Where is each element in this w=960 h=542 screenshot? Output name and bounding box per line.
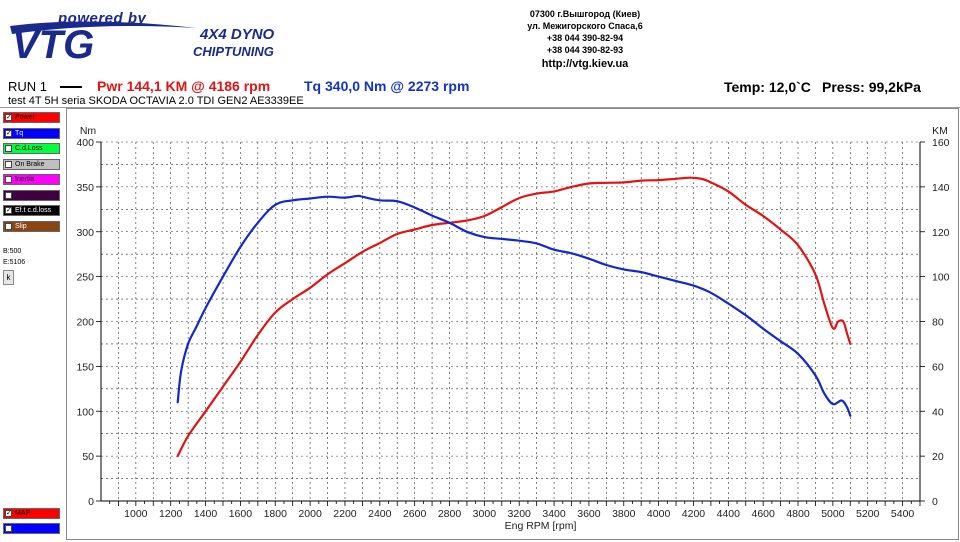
legend-item-5[interactable] [3,189,60,201]
tq-curve [176,194,852,417]
y-right-tick-label: 80 [932,317,944,329]
x-tick-label: 5000 [821,508,845,520]
y-left-tick-label: 250 [76,272,94,284]
x-tick-label: 3200 [508,508,532,520]
x-tick-label: 5400 [891,508,915,520]
legend-label: Power [15,114,35,121]
legend-label: On Brake [15,160,45,168]
chart-frame [66,108,959,540]
k-button[interactable]: k [3,270,14,285]
legend-checkbox[interactable]: ✓ [5,113,12,121]
legend-checkbox[interactable] [5,145,12,152]
y-right-tick-label: 120 [932,227,950,239]
y-left-tick-label: 200 [76,317,94,329]
end-info: E:5106 [3,259,26,266]
x-tick-label: 4200 [682,508,706,520]
phone-2: +38 044 390-82-93 [546,45,624,55]
legend-item-power[interactable]: ✓ Power [3,112,60,123]
legend-label: MAP [15,510,31,517]
x-tick-label: 5200 [856,508,880,520]
x-tick-label: 2400 [368,508,392,520]
y-right-tick-label: 0 [932,496,938,508]
x-tick-label: 3000 [473,508,497,520]
begin-info: B:500 [3,248,22,255]
x-tick-label: 4000 [647,508,671,520]
legend-checkbox[interactable]: ✓ [5,128,12,137]
x-tick-label: 3800 [612,508,636,520]
legend-item-ef-t-c-d-loss[interactable]: ✓ Ef.t c.d.loss [3,205,60,216]
y-right-tick-label: 60 [932,361,944,373]
phone-1: +38 044 390-82-94 [546,33,624,43]
run-line-sample [60,86,82,88]
address-line-2: ул. Межигорского Спаса,6 [527,21,643,31]
website-url[interactable]: http://vtg.kiev.ua [541,58,629,70]
y-left-tick-label: 300 [76,227,94,239]
legend-checkbox[interactable]: ✓ [5,206,12,214]
y-left-tick-label: 0 [88,496,94,508]
y-left-tick-label: 50 [82,451,94,463]
y-left-tick-label: 100 [76,406,94,418]
y-right-tick-label: 100 [932,272,950,284]
temperature-readout: Temp: 12,0`C [724,79,811,95]
x-tick-label: 4600 [751,508,775,520]
y-axis-label-right: KM [932,125,948,137]
y-right-tick-label: 160 [932,137,950,149]
legend-item-tq[interactable]: ✓ Tq [3,127,60,139]
x-tick-label: 1600 [229,508,253,520]
pressure-readout: Press: 99,2kPa [822,79,921,95]
legend-item-inertia[interactable]: Inertia [3,174,60,185]
test-description: test 4T 5H seria SKODA OCTAVIA 2.0 TDI G… [8,95,304,107]
header-divider [0,107,960,108]
torque-summary: Tq 340,0 Nm @ 2273 rpm [304,78,470,94]
legend-label: C.d.Loss [15,145,43,152]
chart-axes: 1000 1200 1400 1600 1800 2000 2200 2400 2600 2800… [76,125,949,532]
x-axis-label: Eng RPM [rpm] [505,520,577,532]
legend-item-c-d-loss[interactable]: C.d.Loss [3,143,60,154]
bottom-legend-item-map[interactable]: ✓ MAP [3,508,60,519]
bottom-legend-item-1[interactable] [3,523,60,534]
y-axis-label-left: Nm [80,125,97,137]
y-right-tick-label: 20 [932,451,944,463]
x-tick-label: 1000 [124,508,148,520]
chart-series [176,176,852,458]
legend-label: Ef.t c.d.loss [15,207,52,214]
chart-grid [101,141,921,502]
x-tick-label: 2000 [298,508,322,520]
legend-checkbox[interactable] [5,525,12,532]
legend-checkbox[interactable] [5,176,12,183]
x-tick-label: 4800 [786,508,810,520]
x-tick-label: 2600 [403,508,427,520]
legend-label: Inertia [15,176,35,183]
x-tick-label: 1800 [264,508,288,520]
power-curve [176,176,852,458]
y-left-tick-label: 400 [76,137,94,149]
y-right-tick-label: 140 [932,182,950,194]
x-tick-label: 4400 [717,508,741,520]
x-tick-label: 1400 [194,508,218,520]
y-right-tick-label: 40 [932,406,944,418]
brand-logo-text: VTG [12,23,94,62]
legend-checkbox[interactable] [5,191,12,199]
dyno-title: 4X4 DYNO [200,26,275,43]
power-summary: Pwr 144,1 KM @ 4186 rpm [97,78,271,94]
legend-checkbox[interactable] [5,222,12,230]
legend-checkbox[interactable]: ✓ [5,509,12,517]
y-left-tick-label: 150 [76,361,94,373]
legend-item-on-brake[interactable]: On Brake [3,158,60,170]
legend-item-slip[interactable]: Slip [3,220,60,232]
legend-label: Slip [15,222,27,230]
vtg-logo: VTG [8,18,198,67]
x-tick-label: 2200 [333,508,357,520]
x-tick-label: 3600 [577,508,601,520]
x-tick-label: 3400 [542,508,566,520]
y-left-tick-label: 350 [76,182,94,194]
chiptuning-title: CHIPTUNING [193,44,274,59]
run-label: RUN 1 [8,79,48,94]
x-tick-label: 1200 [159,508,183,520]
legend-label: Tq [15,129,24,137]
address-line-1: 07300 г.Вышгород (Киев) [529,9,641,19]
x-tick-label: 2800 [438,508,462,520]
legend-checkbox[interactable] [5,160,12,168]
